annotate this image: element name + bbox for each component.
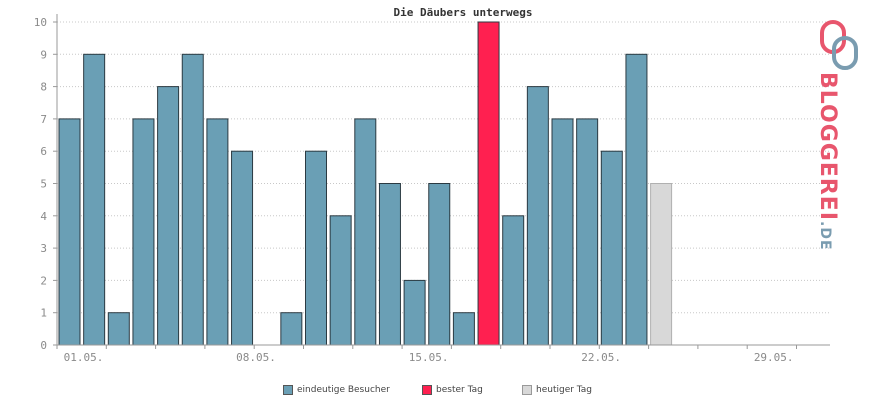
logo-mark-icon bbox=[820, 20, 858, 70]
chart-legend: eindeutige Besucher bester Tag heutiger … bbox=[0, 385, 870, 399]
bar-visitors bbox=[600, 150, 623, 346]
bar-visitors bbox=[526, 86, 549, 346]
bar-best-day bbox=[477, 21, 500, 346]
bar-visitors bbox=[428, 183, 451, 346]
bar-visitors bbox=[354, 118, 377, 346]
bar-visitors bbox=[107, 312, 130, 346]
bar-visitors bbox=[551, 118, 574, 346]
y-tick-label: 6 bbox=[40, 145, 47, 158]
y-tick-label: 4 bbox=[40, 210, 47, 223]
legend-label-visitors: eindeutige Besucher bbox=[297, 385, 390, 395]
legend-label-best-day: bester Tag bbox=[436, 385, 483, 395]
bar-visitors bbox=[132, 118, 155, 346]
legend-swatch-today bbox=[522, 385, 532, 395]
x-tick-label: 08.05. bbox=[236, 351, 276, 364]
logo-text-main: BLOGGEREI bbox=[815, 72, 840, 222]
bar-visitors bbox=[625, 53, 648, 346]
bars bbox=[58, 21, 673, 346]
bar-visitors bbox=[181, 53, 204, 346]
bar-visitors bbox=[403, 279, 426, 346]
y-tick-label: 8 bbox=[40, 81, 47, 94]
bar-visitors bbox=[378, 183, 401, 346]
x-tick-label: 22.05. bbox=[581, 351, 621, 364]
bar-visitors bbox=[305, 150, 327, 346]
bar-visitors bbox=[576, 118, 599, 346]
logo-text-suffix: .DE bbox=[817, 221, 833, 251]
y-tick-label: 5 bbox=[40, 178, 47, 191]
bar-visitors bbox=[329, 215, 352, 346]
y-tick-label: 2 bbox=[40, 274, 47, 287]
bar-visitors bbox=[157, 86, 180, 346]
bar-visitors bbox=[502, 215, 525, 346]
legend-item-visitors: eindeutige Besucher bbox=[283, 385, 390, 395]
bar-visitors bbox=[231, 150, 254, 346]
bar-visitors bbox=[206, 118, 229, 346]
bar-visitors bbox=[83, 53, 106, 346]
y-tick-label: 7 bbox=[40, 113, 47, 126]
bloggerei-wordmark: BLOGGEREI.DE bbox=[815, 72, 840, 251]
x-tick-label: 01.05. bbox=[64, 351, 104, 364]
y-tick-label: 1 bbox=[40, 307, 47, 320]
x-tick-label: 29.05. bbox=[754, 351, 794, 364]
y-tick-label: 10 bbox=[34, 16, 47, 29]
legend-label-today: heutiger Tag bbox=[536, 385, 593, 395]
legend-swatch-visitors bbox=[283, 385, 293, 395]
bar-today bbox=[650, 183, 673, 346]
bloggerei-logo bbox=[812, 18, 870, 218]
y-tick-label: 9 bbox=[40, 48, 47, 61]
bar-visitors bbox=[280, 312, 303, 346]
x-tick-label: 15.05. bbox=[409, 351, 449, 364]
y-tick-label: 0 bbox=[40, 339, 47, 352]
legend-item-best-day: bester Tag bbox=[422, 385, 483, 395]
y-tick-label: 3 bbox=[40, 242, 47, 255]
legend-item-today: heutiger Tag bbox=[522, 385, 592, 395]
bar-visitors bbox=[452, 312, 475, 346]
legend-swatch-best-day bbox=[422, 385, 432, 395]
bar-visitors bbox=[58, 118, 81, 346]
axes: 0 1 2 3 4 5 6 7 8 9 10 01.05. 08.05. 15.05. 22.05. 29.0… bbox=[34, 14, 830, 364]
chart-title: Die Däubers unterwegs bbox=[393, 6, 532, 19]
